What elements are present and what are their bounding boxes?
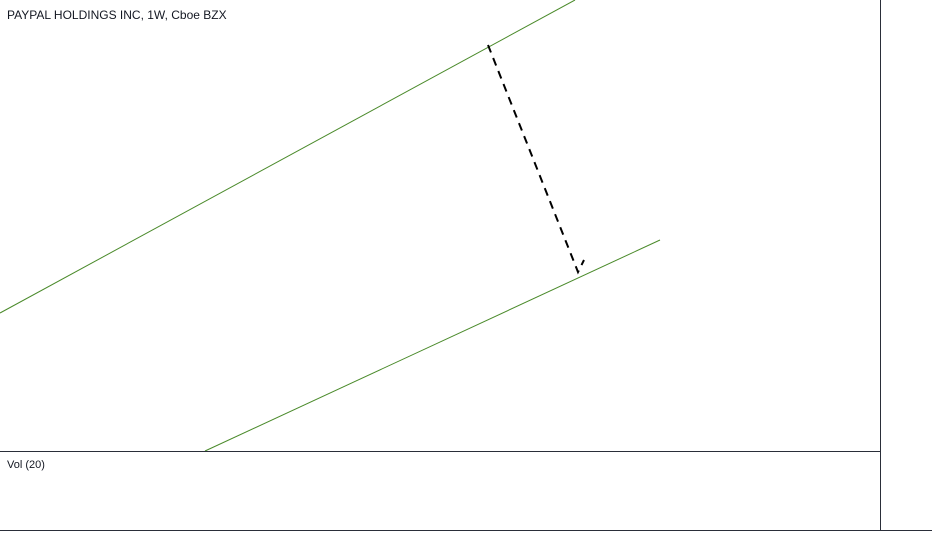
chart-title: PAYPAL HOLDINGS INC, 1W, Cboe BZX bbox=[7, 8, 227, 22]
channel-lower bbox=[204, 239, 661, 452]
projection-arrow bbox=[487, 44, 585, 275]
channel-upper bbox=[0, 0, 576, 314]
volume-title: Vol (20) bbox=[7, 459, 45, 471]
